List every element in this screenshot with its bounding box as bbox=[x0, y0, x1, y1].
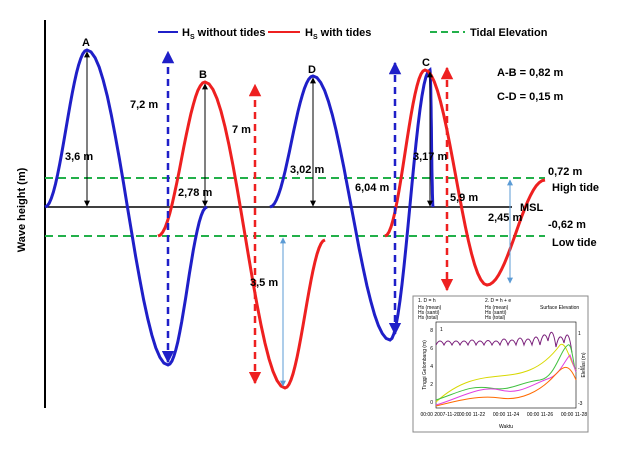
inset-line bbox=[435, 354, 577, 406]
inset-tick: 4 bbox=[430, 364, 433, 370]
inset-text: 1. D = h bbox=[418, 298, 436, 304]
inset-text: Surface Elevation bbox=[540, 305, 579, 311]
inset-tick: -3 bbox=[578, 401, 583, 407]
label: 7 m bbox=[232, 124, 251, 136]
inset-text: Hs (santi) bbox=[418, 310, 440, 316]
label: 3,5 m bbox=[250, 277, 278, 289]
label: High tide bbox=[552, 182, 599, 194]
label: 2,78 m bbox=[178, 187, 212, 199]
label: 3,17 m bbox=[413, 151, 447, 163]
inset-line bbox=[435, 366, 577, 407]
inset-tick: 0 bbox=[430, 400, 433, 406]
label: C-D = 0,15 m bbox=[497, 91, 564, 103]
label: 3,02 m bbox=[290, 164, 324, 176]
wave bbox=[44, 48, 208, 367]
wave bbox=[269, 67, 435, 342]
inset-text: Tinggi Gelombang (m) bbox=[422, 340, 428, 390]
inset-text: 1 bbox=[440, 327, 443, 333]
inset-tick: 00:00 2007-11-20 bbox=[420, 412, 459, 418]
inset-tick: -1 bbox=[578, 366, 583, 372]
label: A bbox=[82, 37, 90, 49]
label: 5,9 m bbox=[450, 192, 478, 204]
label: 0,72 m bbox=[548, 166, 582, 178]
inset-tick: 00:00 11-28 bbox=[561, 412, 588, 418]
inset-text: Hs (total) bbox=[418, 315, 439, 321]
inset: 1. D = h 2. D = h + e Hs (mean) Hs (sant… bbox=[412, 295, 589, 433]
label: C bbox=[422, 57, 430, 69]
inset-tick: 00:00 11-26 bbox=[527, 412, 554, 418]
label: 7,2 m bbox=[130, 99, 158, 111]
inset-tick: 8 bbox=[430, 328, 433, 334]
inset-plot bbox=[435, 321, 577, 409]
arrows bbox=[84, 50, 513, 387]
label: B bbox=[199, 69, 207, 81]
inset-frame bbox=[412, 295, 589, 433]
inset-text: Waktu bbox=[499, 424, 513, 430]
inset-text: Hs (total) bbox=[485, 315, 506, 321]
label: -0,62 m bbox=[548, 219, 586, 231]
inset-text: 2. D = h + e bbox=[485, 298, 511, 304]
y-axis-label: Wave height (m) bbox=[16, 167, 28, 252]
inset-text: Elevasi (m) bbox=[581, 352, 587, 377]
legend: HS without tides HS with tides Tidal Ele… bbox=[158, 27, 548, 41]
inset-line bbox=[435, 344, 577, 401]
label: Low tide bbox=[552, 237, 597, 249]
inset-tick: 00:00 11-24 bbox=[493, 412, 520, 418]
wave bbox=[384, 68, 546, 287]
inset-line bbox=[435, 343, 577, 403]
label: 6,04 m bbox=[355, 182, 389, 194]
inset-tick: 2 bbox=[430, 382, 433, 388]
labels: A B C D 7,2 m 7 m 3,6 m 2,78 m 3,02 m 3,17 m 6,04 … bbox=[65, 37, 599, 289]
wave bbox=[157, 80, 326, 390]
waves bbox=[44, 48, 546, 390]
label: 3,6 m bbox=[65, 151, 93, 163]
label: A-B = 0,82 m bbox=[497, 67, 564, 79]
inset-tick: 6 bbox=[430, 346, 433, 352]
legend-label: Tidal Elevation bbox=[470, 27, 548, 39]
label: 2,45 m bbox=[488, 212, 522, 224]
legend-label: HS without tides bbox=[182, 27, 266, 41]
inset-text: Hs (santi) bbox=[485, 310, 507, 316]
inset-text: Hs (mean) bbox=[485, 305, 509, 311]
axes bbox=[44, 20, 545, 408]
inset-line bbox=[435, 331, 573, 354]
inset-tick: 1 bbox=[578, 331, 581, 337]
label: D bbox=[308, 64, 316, 76]
inset-tick: 00:00 11-22 bbox=[459, 412, 486, 418]
inset-text: Hs (mean) bbox=[418, 305, 442, 311]
label: MSL bbox=[520, 202, 544, 214]
legend-label: HS with tides bbox=[305, 27, 371, 41]
